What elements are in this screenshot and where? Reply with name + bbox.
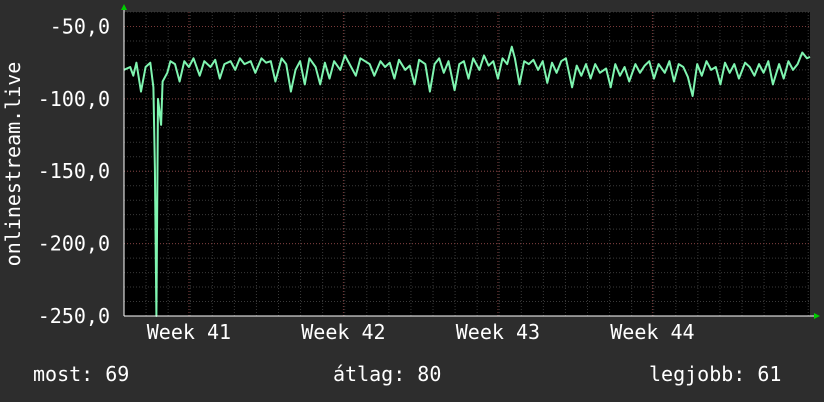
x-ticks: Week 41 Week 42 Week 43 Week 44 (147, 320, 695, 344)
x-tick-label: Week 41 (147, 320, 231, 344)
series-line (123, 45, 811, 317)
y-tick-label: -150,0 (38, 159, 110, 183)
x-axis-arrow (814, 313, 820, 319)
x-tick-label: Week 42 (301, 320, 385, 344)
y-tick-label: -50,0 (50, 14, 110, 38)
y-axis-arrow (121, 4, 127, 10)
stat-average: átlag: 80 (333, 362, 442, 386)
y-tick-label: -100,0 (38, 87, 110, 111)
x-tick-label: Week 43 (456, 320, 540, 344)
y-tick-label: -250,0 (38, 304, 110, 328)
y-tick-label: -200,0 (38, 232, 110, 256)
y-axis-label: onlinestream.live (1, 62, 25, 267)
plot-area (124, 12, 810, 316)
stat-best: legjobb: 61 (649, 362, 782, 386)
stat-current: most: 69 (33, 362, 130, 386)
y-ticks: -50,0 -100,0 -150,0 -200,0 -250,0 (38, 14, 110, 328)
axes (121, 4, 820, 319)
x-tick-label: Week 44 (610, 320, 694, 344)
